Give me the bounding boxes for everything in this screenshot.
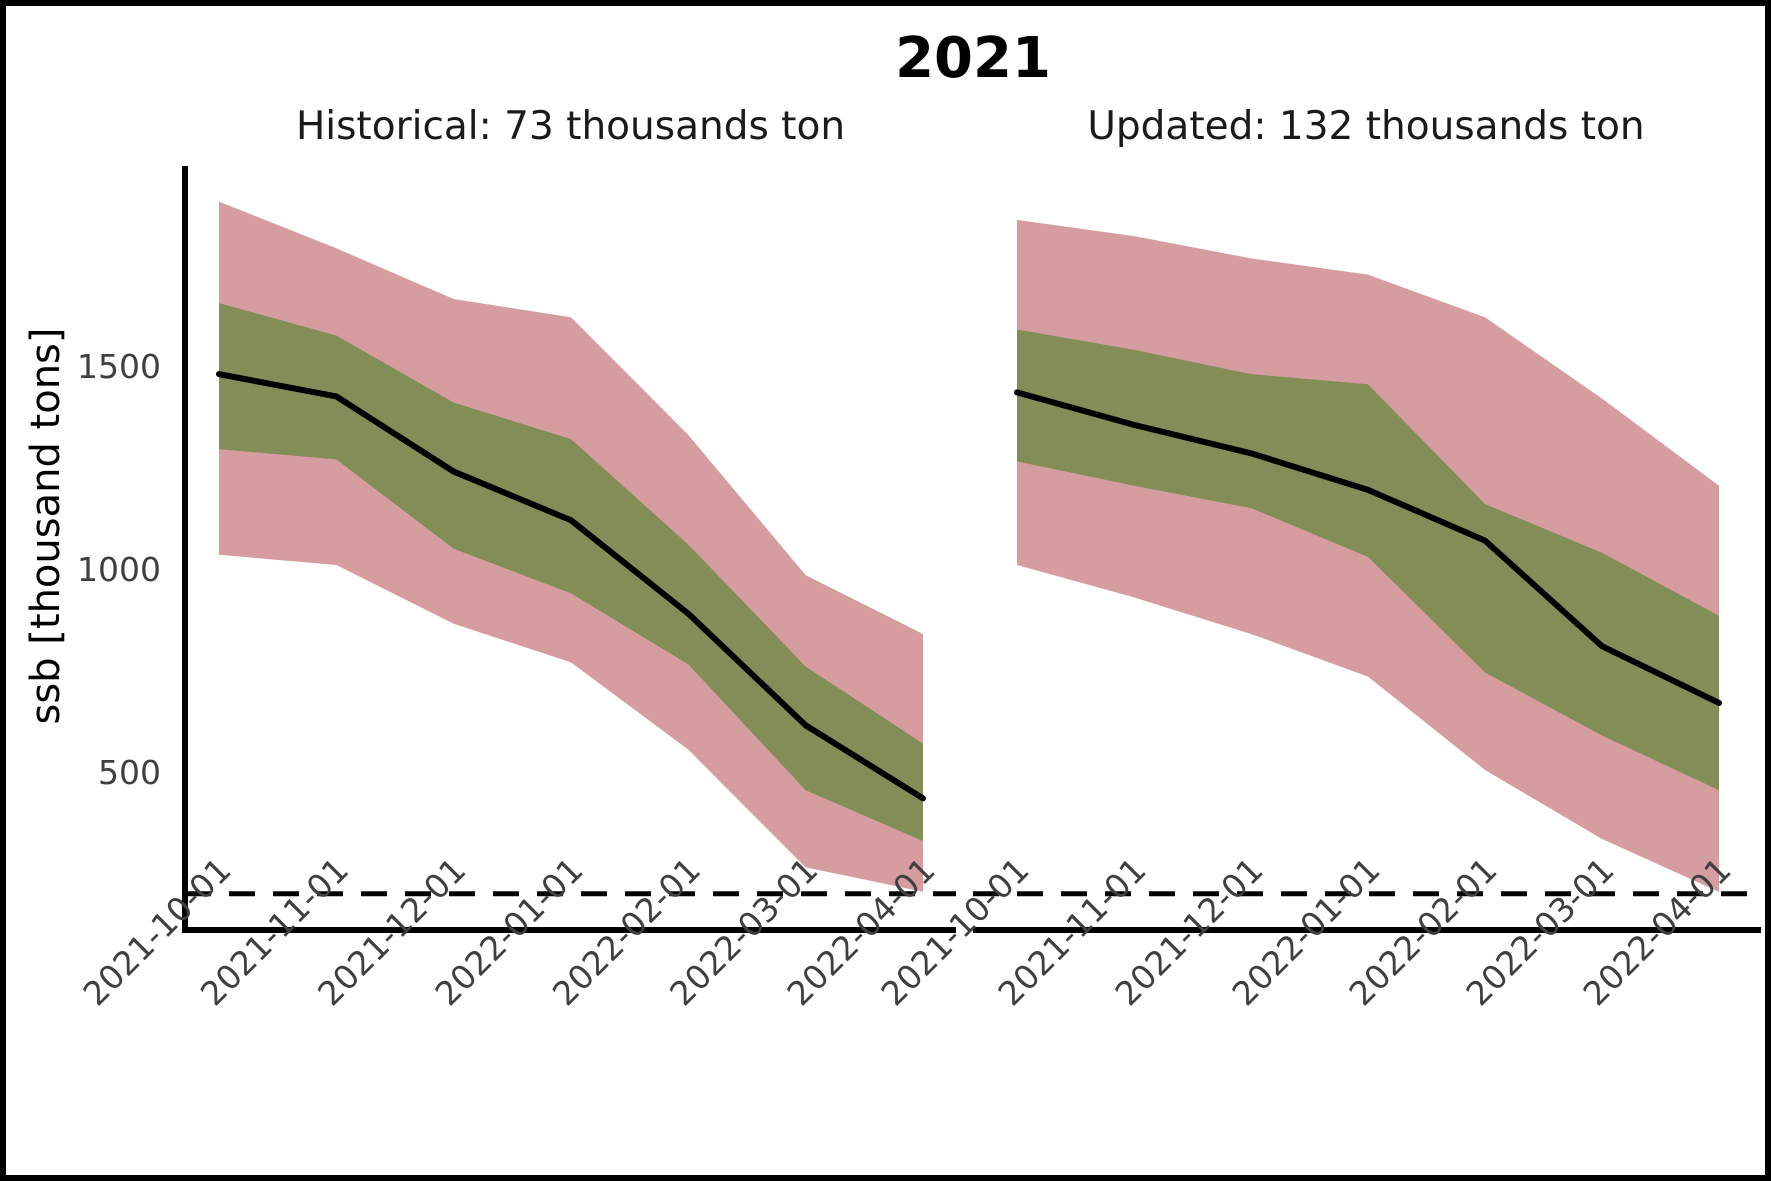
panel-title-historical: Historical: 73 thousands ton <box>295 104 846 149</box>
panel-title-updated: Updated: 132 thousands ton <box>1087 104 1645 149</box>
y-tick-label: 1000 <box>77 550 161 589</box>
y-tick-label: 1500 <box>77 347 161 386</box>
y-tick-label: 500 <box>98 753 161 792</box>
median-line <box>216 371 926 802</box>
chart-canvas: 2021-10-012021-11-012021-12-012022-01-01… <box>75 166 1761 1013</box>
figure-title: 2021 <box>895 26 1051 91</box>
inner-confidence-band <box>1017 329 1719 791</box>
median-line <box>1014 389 1722 706</box>
